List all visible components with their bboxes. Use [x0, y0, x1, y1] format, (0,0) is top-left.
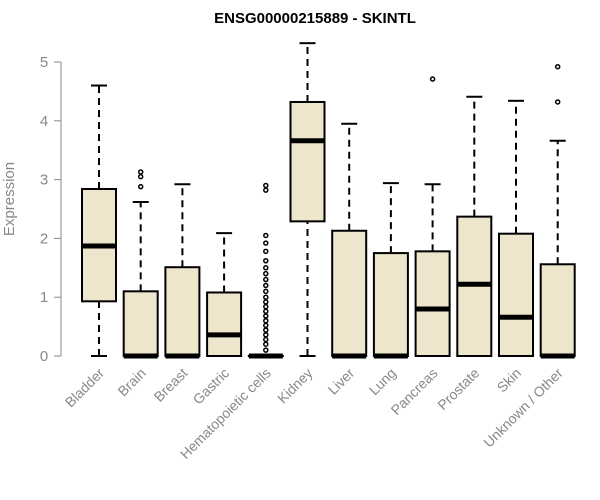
boxes-group — [81, 42, 576, 359]
outlier-point — [263, 240, 269, 246]
box-bladder — [81, 84, 117, 357]
box-iqr — [414, 250, 451, 357]
outlier-point — [263, 288, 269, 295]
outlier-point — [263, 282, 269, 289]
x-tick-label: Unknown / Other — [480, 365, 566, 451]
box-iqr — [206, 291, 243, 358]
y-tick-label: 3 — [40, 172, 48, 189]
outlier-point — [554, 99, 561, 105]
y-tick-label: 4 — [40, 113, 48, 130]
outlier-point — [137, 169, 144, 175]
outlier-point — [263, 341, 269, 347]
outlier-point — [263, 308, 269, 315]
x-tick-label: Kidney — [274, 365, 316, 407]
box-liver — [331, 122, 368, 359]
outlier-point — [263, 276, 269, 283]
box-prostate — [456, 95, 493, 357]
x-tick-label: Lung — [366, 365, 399, 398]
box-lung — [372, 182, 409, 359]
outlier-point — [263, 270, 269, 277]
y-axis-label: Expression — [1, 162, 18, 236]
box-brain — [122, 169, 159, 359]
outlier-point — [263, 257, 269, 264]
outlier-point — [263, 294, 269, 300]
y-tick-label: 5 — [40, 54, 48, 71]
outlier-point — [263, 182, 269, 189]
outlier-point — [137, 183, 144, 190]
outlier-point — [429, 76, 436, 82]
x-tick-label: Brain — [114, 365, 148, 399]
y-tick-label: 2 — [40, 230, 48, 247]
outlier-point — [263, 322, 269, 329]
outlier-point — [263, 336, 269, 343]
y-tick-label: 0 — [40, 348, 48, 365]
chart-title: ENSG00000215889 - SKINTL — [214, 10, 416, 27]
box-iqr — [122, 290, 159, 358]
box-iqr — [331, 229, 368, 357]
box-iqr — [539, 263, 576, 357]
outlier-point — [263, 299, 269, 305]
outlier-point — [263, 232, 269, 239]
x-tick-label: Liver — [325, 365, 358, 398]
x-tick-label: Prostate — [434, 365, 482, 413]
x-tick-label: Skin — [494, 365, 525, 396]
outlier-point — [263, 347, 269, 353]
box-iqr — [289, 100, 326, 223]
outlier-point — [263, 303, 269, 310]
outlier-point — [263, 265, 269, 271]
x-tick-label: Bladder — [62, 365, 108, 411]
y-tick-label: 1 — [40, 289, 48, 306]
box-gastric — [206, 232, 243, 358]
outlier-point — [554, 63, 561, 70]
outlier-point — [263, 313, 269, 319]
outlier-point — [137, 173, 144, 180]
y-axis: 0 1 2 3 4 5 — [40, 54, 62, 365]
box-iqr — [372, 252, 409, 358]
box-hematopoietic-cells — [247, 182, 284, 359]
box-pancreas — [414, 76, 451, 357]
box-kidney — [289, 42, 326, 357]
box-iqr — [498, 232, 534, 357]
x-tick-label: Breast — [151, 365, 191, 405]
box-breast — [164, 183, 201, 359]
box-skin — [498, 99, 534, 357]
box-unknown-other — [539, 63, 576, 359]
outlier-point — [263, 187, 269, 193]
outlier-point — [263, 332, 269, 338]
outlier-point — [263, 327, 269, 333]
outlier-point — [263, 317, 269, 324]
outlier-point — [263, 248, 269, 255]
box-iqr — [164, 266, 201, 358]
